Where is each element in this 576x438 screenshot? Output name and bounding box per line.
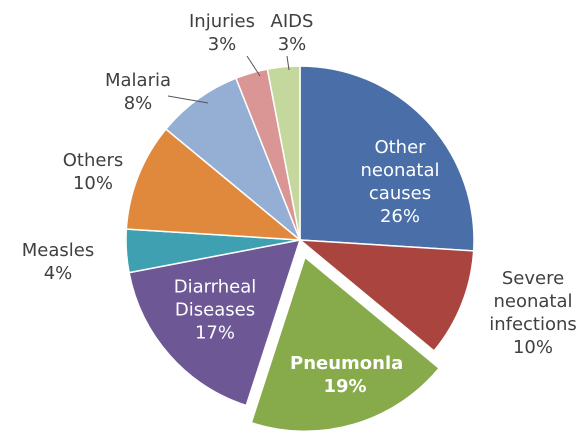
pie-slice	[128, 239, 302, 407]
pie-slice	[266, 65, 301, 241]
category-label: Diarrheal Diseases	[173, 276, 257, 321]
pie-slice	[299, 65, 475, 252]
value-label: 8%	[123, 93, 153, 114]
pie-slice	[297, 239, 475, 352]
value-label: 19%	[323, 376, 367, 397]
slice-label: Diarrheal Diseases 17%	[165, 276, 265, 345]
slice-label: Other neonatal causes 26%	[355, 136, 445, 228]
category-label: Other neonatal causes	[360, 137, 440, 204]
value-label: 10%	[512, 337, 553, 358]
slice-label: Injuries 3%	[182, 10, 262, 56]
category-label: Pneumonla	[290, 353, 404, 374]
slice-label: Malaria 8%	[98, 69, 178, 115]
category-label: Measles	[21, 240, 95, 261]
value-label: 3%	[277, 34, 307, 55]
leader-line	[167, 95, 209, 104]
leader-line	[286, 55, 290, 71]
category-label: AIDS	[270, 11, 314, 32]
slice-label: AIDS 3%	[262, 10, 322, 56]
value-label: 17%	[194, 322, 235, 344]
slice-label: Measles 4%	[18, 239, 98, 285]
slice-label: Others 10%	[53, 149, 133, 195]
pie-slice	[125, 128, 303, 241]
pie-slice	[250, 256, 441, 433]
leader-line	[246, 55, 261, 77]
category-label: Others	[62, 150, 124, 171]
slice-label: Severe neonatal infections 10%	[478, 267, 576, 359]
category-label: Malaria	[104, 70, 172, 91]
slice-label: Pneumonla 19%	[290, 352, 404, 398]
category-label: Severe neonatal infections	[489, 268, 576, 335]
value-label: 10%	[72, 173, 113, 194]
category-label: Injuries	[189, 11, 255, 32]
value-label: 4%	[43, 263, 73, 284]
value-label: 3%	[207, 34, 237, 55]
value-label: 26%	[379, 206, 420, 227]
